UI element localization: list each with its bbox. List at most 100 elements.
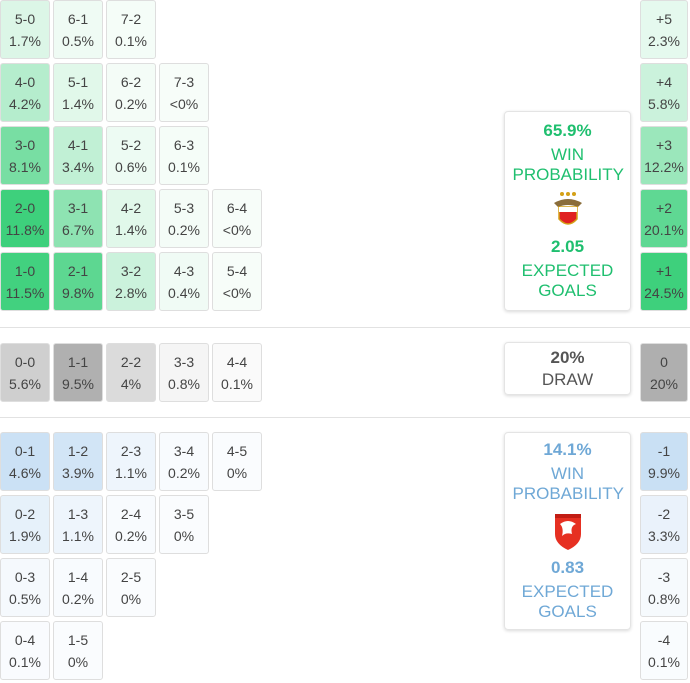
score-cell: 5-1 1.4% (53, 63, 103, 122)
score-cell: 2-2 4% (106, 343, 156, 402)
score-cell: 6-2 0.2% (106, 63, 156, 122)
probability: 0.5% (9, 590, 41, 607)
probability: 0% (120, 590, 142, 607)
score: 2-0 (14, 199, 36, 216)
probability: 0.6% (115, 158, 147, 175)
score: 0-2 (14, 505, 36, 522)
probability: 8.1% (9, 158, 41, 175)
score: 3-5 (173, 505, 195, 522)
score-cell: 0-2 1.9% (0, 495, 50, 554)
score-cell: 5-0 1.7% (0, 0, 50, 59)
probability: 0% (226, 464, 248, 481)
expected-goals-label: EXPECTED GOALS (521, 261, 614, 300)
probability: 11.5% (5, 284, 45, 301)
score-cell: 1-2 3.9% (53, 432, 103, 491)
probability: 0.5% (62, 32, 94, 49)
probability: 0% (173, 527, 195, 544)
score: 7-2 (120, 10, 142, 27)
score: 2-4 (120, 505, 142, 522)
score: 6-4 (226, 199, 248, 216)
probability: 3.3% (648, 527, 680, 544)
score: 2-2 (120, 353, 142, 370)
score: 5-4 (226, 262, 248, 279)
probability: 0.2% (168, 221, 200, 238)
probability: 0.1% (168, 158, 200, 175)
probability: 1.4% (115, 221, 147, 238)
score: 7-3 (173, 73, 195, 90)
probability: 0.1% (221, 375, 253, 392)
score: 4-0 (14, 73, 36, 90)
score: 3-1 (67, 199, 89, 216)
probability: 1.7% (9, 32, 41, 49)
probability: 0.4% (168, 284, 200, 301)
score: 6-1 (67, 10, 89, 27)
score-cell: 1-4 0.2% (53, 558, 103, 617)
probability: 20.1% (644, 221, 684, 238)
probability: 0.2% (168, 464, 200, 481)
probability: 9.9% (648, 464, 680, 481)
probability: 1.1% (62, 527, 94, 544)
score-cell: 2-4 0.2% (106, 495, 156, 554)
expected-goals: 2.05 (550, 237, 585, 256)
score-cell: 0-3 0.5% (0, 558, 50, 617)
win-probability: 14.1% (543, 440, 592, 459)
score: 4-3 (173, 262, 195, 279)
probability: 1.1% (115, 464, 147, 481)
probability: <0% (222, 221, 252, 238)
score-cell: 3-4 0.2% (159, 432, 209, 491)
probability: 0.1% (115, 32, 147, 49)
score-cell: 2-5 0% (106, 558, 156, 617)
score: 1-5 (67, 631, 89, 648)
score: +3 (656, 136, 672, 153)
home-summary-card: 65.9% WIN PROBABILITY 2.05 EXPECTED GOAL… (504, 111, 631, 311)
probability: 0.1% (9, 653, 41, 670)
score-cell: 0-1 4.6% (0, 432, 50, 491)
probability: 12.2% (644, 158, 684, 175)
score: 6-3 (173, 136, 195, 153)
score: -4 (657, 631, 671, 648)
win-probability-label: WIN PROBABILITY (512, 464, 624, 503)
score-cell: 1-0 11.5% (0, 252, 50, 311)
score-cell: 7-2 0.1% (106, 0, 156, 59)
probability: 5.8% (648, 95, 680, 112)
score-cell: 4-2 1.4% (106, 189, 156, 248)
probability: 0.1% (648, 653, 680, 670)
score-cell: 7-3 <0% (159, 63, 209, 122)
score: 3-2 (120, 262, 142, 279)
score: 0 (660, 353, 668, 370)
score: 6-2 (120, 73, 142, 90)
probability: 0.8% (168, 375, 200, 392)
score: 1-3 (67, 505, 89, 522)
probability: 2.3% (648, 32, 680, 49)
score-cell: 6-1 0.5% (53, 0, 103, 59)
score: +5 (656, 10, 672, 27)
probability: 2.8% (115, 284, 147, 301)
score-cell: 4-3 0.4% (159, 252, 209, 311)
score-cell: 4-5 0% (212, 432, 262, 491)
score-cell: 2-3 1.1% (106, 432, 156, 491)
probability: 11.8% (5, 221, 45, 238)
score: 1-2 (67, 442, 89, 459)
score-cell: 0-4 0.1% (0, 621, 50, 680)
score: 4-1 (67, 136, 89, 153)
probability: 0% (67, 653, 89, 670)
score: 4-2 (120, 199, 142, 216)
away-logo (554, 514, 581, 550)
score-cell: 3-1 6.7% (53, 189, 103, 248)
score: 0-3 (14, 568, 36, 585)
score-cell: 0-0 5.6% (0, 343, 50, 402)
probability: 9.8% (62, 284, 94, 301)
probability: 0.2% (62, 590, 94, 607)
score-cell: 1-1 9.5% (53, 343, 103, 402)
score-cell: 4-0 4.2% (0, 63, 50, 122)
score: 1-1 (67, 353, 89, 370)
margin-cell: 0 20% (640, 343, 688, 402)
score-cell: 3-5 0% (159, 495, 209, 554)
expected-goals: 0.83 (550, 558, 585, 577)
score-cell: 5-4 <0% (212, 252, 262, 311)
margin-cell: -3 0.8% (640, 558, 688, 617)
probability: 24.5% (644, 284, 684, 301)
score-cell: 3-3 0.8% (159, 343, 209, 402)
expected-goals-label: EXPECTED GOALS (521, 582, 614, 621)
win-probability: 65.9% (543, 121, 592, 140)
